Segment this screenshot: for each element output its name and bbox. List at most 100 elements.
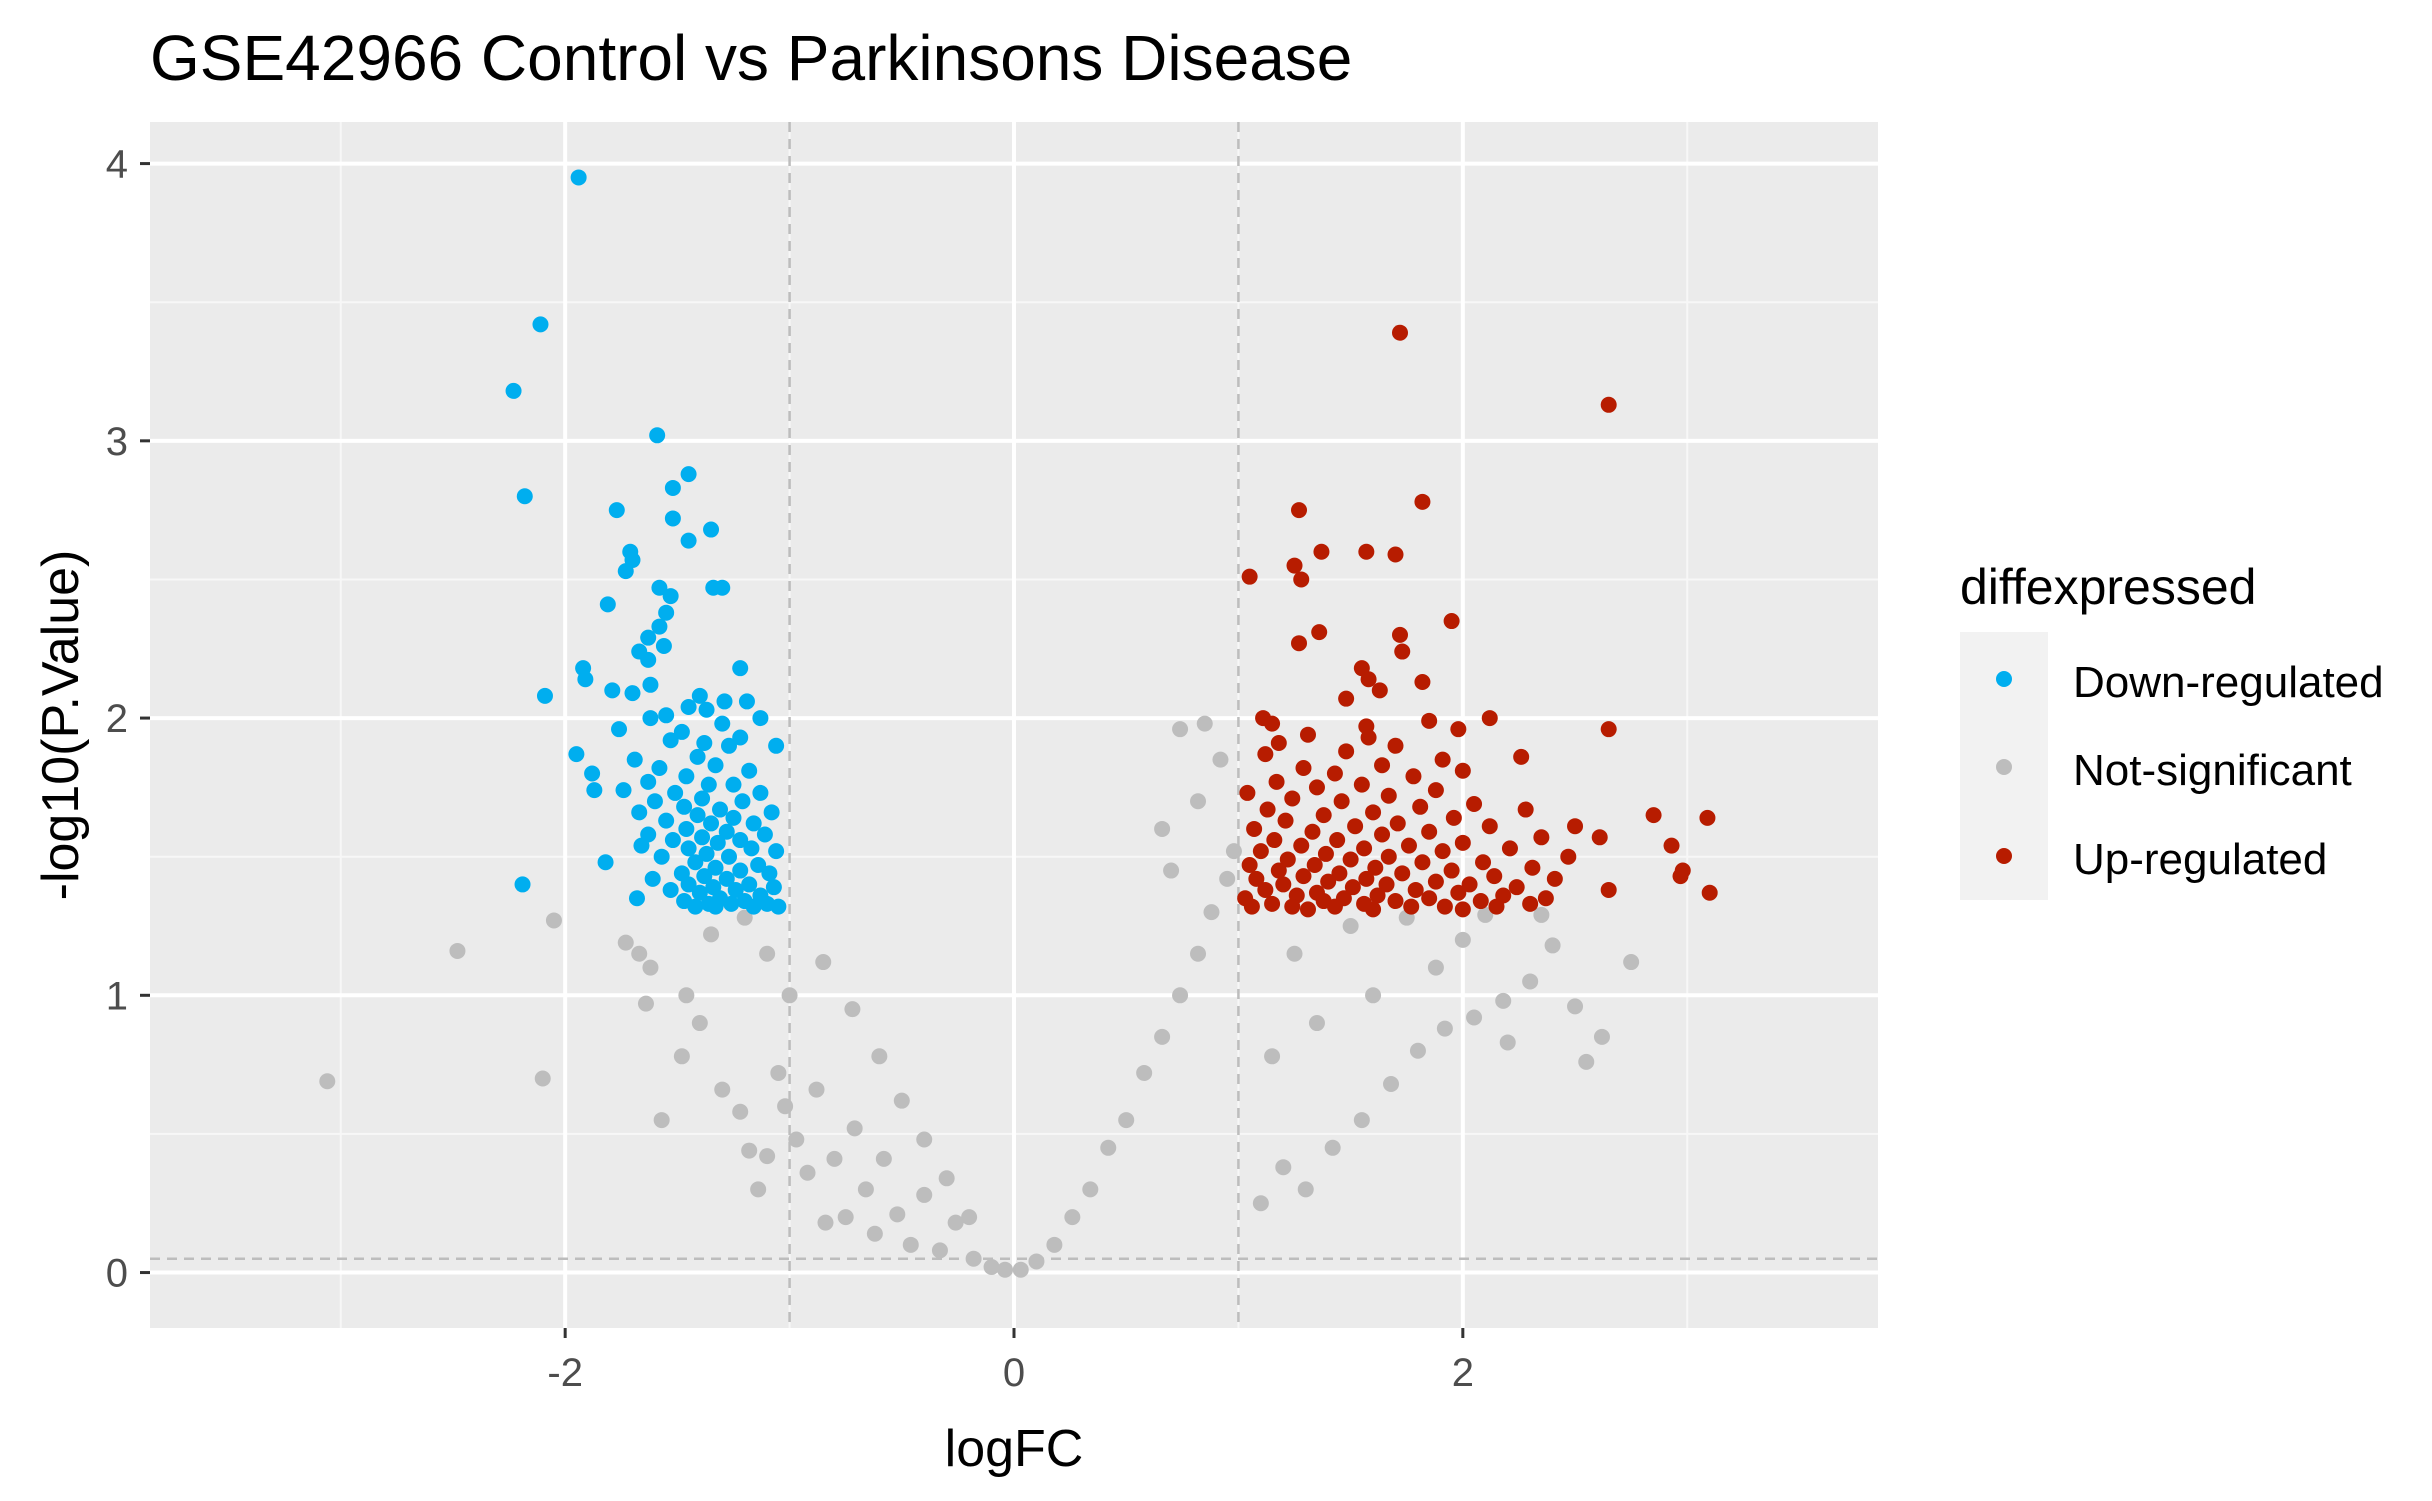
data-point-not-significant [1264,1048,1281,1065]
data-point-not-significant [1593,1028,1610,1045]
data-point-up-regulated [1277,812,1294,829]
data-points [319,169,1718,1278]
data-point-up-regulated [1472,893,1489,910]
data-point-not-significant [931,1242,948,1259]
data-point-down-regulated [768,737,785,754]
data-point-not-significant [1383,1076,1400,1093]
data-point-not-significant [817,1214,834,1231]
data-point-down-regulated [725,809,742,826]
data-point-up-regulated [1414,674,1431,691]
x-axis-label: logFC [945,1420,1084,1478]
data-point-down-regulated [676,798,693,815]
data-point-up-regulated [1367,859,1384,876]
legend-title: diffexpressed [1960,559,2256,615]
data-point-not-significant [534,1070,551,1087]
y-tick-label: 0 [106,1252,128,1296]
data-point-down-regulated [611,721,628,738]
data-point-not-significant [808,1081,825,1098]
data-point-up-regulated [1291,502,1308,519]
data-point-up-regulated [1338,690,1355,707]
data-point-down-regulated [732,660,749,677]
data-point-down-regulated [633,837,650,854]
data-point-up-regulated [1353,776,1370,793]
data-point-up-regulated [1279,851,1296,868]
data-point-down-regulated [577,671,594,688]
data-point-down-regulated [707,898,724,915]
data-point-up-regulated [1266,832,1283,849]
data-point-up-regulated [1380,848,1397,865]
data-point-up-regulated [1454,762,1471,779]
legend-key-not-significant [1996,759,2012,775]
data-point-down-regulated [752,710,769,727]
data-point-not-significant [1212,751,1229,768]
data-point-up-regulated [1537,890,1554,907]
data-point-down-regulated [514,876,531,893]
data-point-not-significant [857,1181,874,1198]
data-point-down-regulated [741,762,758,779]
data-point-up-regulated [1378,876,1395,893]
data-point-not-significant [961,1209,978,1226]
data-point-up-regulated [1299,901,1316,918]
data-point-not-significant [691,1015,708,1032]
data-point-up-regulated [1600,881,1617,898]
data-point-down-regulated [624,685,641,702]
y-tick-label: 4 [106,143,128,187]
data-point-down-regulated [698,845,715,862]
data-point-up-regulated [1405,768,1422,785]
data-point-up-regulated [1360,671,1377,688]
data-point-down-regulated [765,879,782,896]
data-point-up-regulated [1443,862,1460,879]
data-point-not-significant [759,1148,776,1165]
data-point-up-regulated [1264,715,1281,732]
data-point-up-regulated [1400,837,1417,854]
data-point-not-significant [916,1186,933,1203]
data-point-down-regulated [584,765,601,782]
data-point-not-significant [1567,998,1584,1015]
data-point-down-regulated [694,790,711,807]
legend-label-up: Up-regulated [2073,835,2327,884]
data-point-up-regulated [1560,848,1577,865]
data-point-not-significant [916,1131,933,1148]
data-point-up-regulated [1421,823,1438,840]
data-point-down-regulated [680,876,697,893]
data-point-not-significant [788,1131,805,1148]
data-point-not-significant [1012,1261,1029,1278]
data-point-up-regulated [1313,543,1330,560]
data-point-not-significant [866,1225,883,1242]
data-point-down-regulated [651,579,668,596]
data-point-down-regulated [615,782,632,799]
data-point-up-regulated [1270,735,1287,752]
legend-key-up [1996,848,2012,864]
data-point-down-regulated [664,479,681,496]
data-point-up-regulated [1427,782,1444,799]
data-point-up-regulated [1311,624,1328,641]
data-point-down-regulated [732,862,749,879]
data-point-down-regulated [738,693,755,710]
y-tick-label: 3 [106,420,128,464]
data-point-down-regulated [628,890,645,907]
data-point-not-significant [770,1064,787,1081]
data-point-down-regulated [720,848,737,865]
data-point-not-significant [1436,1020,1453,1037]
data-point-down-regulated [662,732,679,749]
data-point-up-regulated [1331,865,1348,882]
data-point-up-regulated [1600,721,1617,738]
data-point-up-regulated [1270,862,1287,879]
data-point-down-regulated [570,169,587,186]
data-point-down-regulated [709,834,726,851]
data-point-not-significant [732,1103,749,1120]
data-point-up-regulated [1481,818,1498,835]
data-point-down-regulated [700,776,717,793]
data-point-not-significant [902,1236,919,1253]
data-point-up-regulated [1365,901,1382,918]
data-point-down-regulated [698,701,715,718]
data-point-up-regulated [1414,854,1431,871]
data-point-up-regulated [1466,796,1483,813]
data-point-down-regulated [516,488,533,505]
data-point-down-regulated [664,832,681,849]
data-point-up-regulated [1486,868,1503,885]
data-point-up-regulated [1412,798,1429,815]
data-point-up-regulated [1365,804,1382,821]
data-point-down-regulated [646,793,663,810]
data-point-up-regulated [1387,546,1404,563]
